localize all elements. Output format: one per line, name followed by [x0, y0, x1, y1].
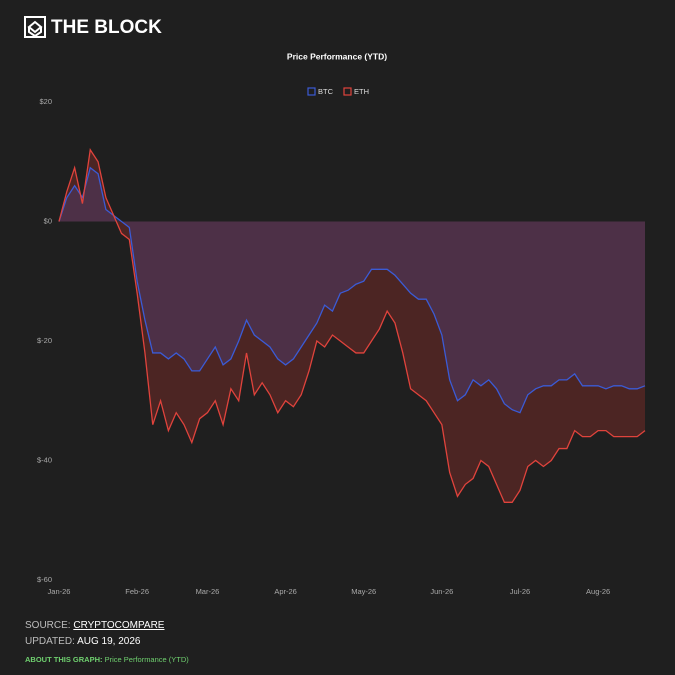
x-tick-label: Aug-26 — [586, 587, 610, 596]
legend-label: BTC — [318, 87, 334, 96]
logo: THE BLOCK — [51, 17, 162, 38]
updated: UPDATED: AUG 19, 2026 — [25, 636, 140, 647]
about: ABOUT THIS GRAPH: Price Performance (YTD… — [25, 655, 189, 664]
x-tick-label: Mar-26 — [196, 587, 220, 596]
updated-date: AUG 19, 2026 — [77, 636, 141, 647]
x-tick-label: Jul-26 — [510, 587, 530, 596]
x-tick-label: Feb-26 — [125, 587, 149, 596]
line — [58, 148, 646, 503]
chart-title: Price Performance (YTD) — [287, 51, 387, 61]
about-text: Price Performance (YTD) — [104, 655, 189, 664]
x-tick-label: Apr-26 — [274, 587, 297, 596]
legend-label: ETH — [354, 87, 369, 96]
y-tick-label: $20 — [39, 97, 52, 106]
area — [59, 149, 645, 503]
area — [59, 167, 645, 413]
y-tick-label: $-40 — [37, 455, 52, 464]
legend-swatch — [307, 87, 316, 96]
source: SOURCE: CRYPTOCOMPARE — [25, 620, 164, 631]
y-tick-label: $-60 — [37, 575, 52, 584]
about-label: ABOUT THIS GRAPH: — [25, 655, 103, 664]
x-tick-label: Jun-26 — [430, 587, 453, 596]
y-tick-label: $0 — [44, 216, 52, 225]
logo-icon — [24, 16, 46, 38]
x-tick-label: Jan-26 — [48, 587, 71, 596]
updated-label: UPDATED: — [25, 636, 75, 647]
source-label: SOURCE: — [25, 620, 71, 631]
chart: THE BLOCK Price Performance (YTD) $20 $0 $… — [24, 16, 646, 596]
y-tick-label: $-20 — [37, 336, 52, 345]
line — [58, 166, 646, 414]
source-link[interactable]: CRYPTOCOMPARE — [73, 620, 165, 631]
legend-swatch — [343, 87, 352, 96]
x-tick-label: May-26 — [351, 587, 376, 596]
